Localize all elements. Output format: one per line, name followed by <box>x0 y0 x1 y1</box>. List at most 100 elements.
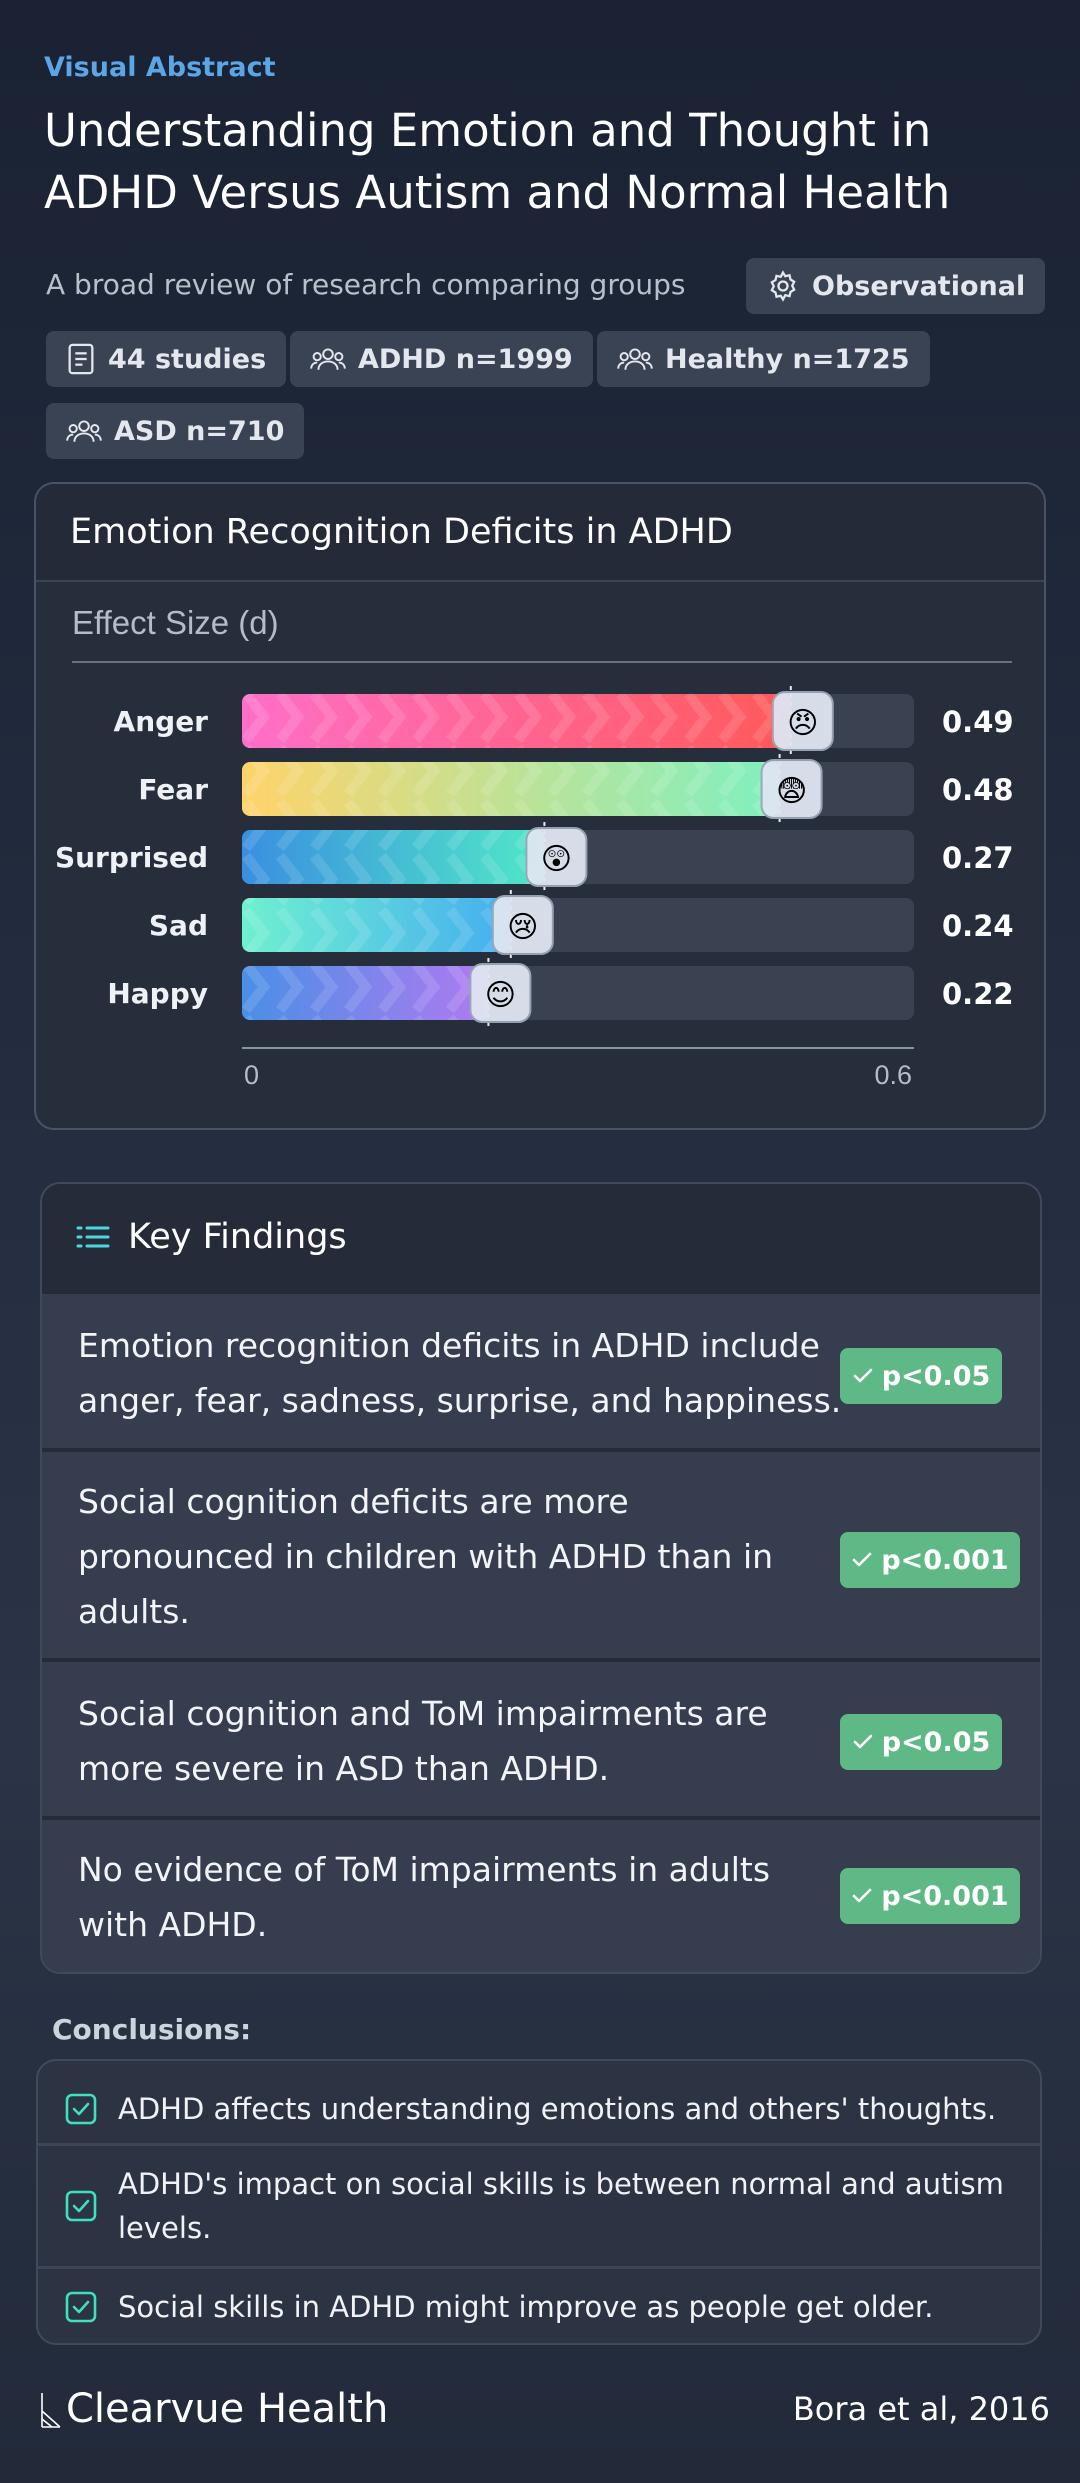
checkbox-checked-icon <box>65 2190 97 2222</box>
emotion-chart-card: Emotion Recognition Deficits in ADHD Eff… <box>34 482 1046 1130</box>
p-value-badge: p<0.001 <box>840 1532 1020 1588</box>
citation: Bora et al, 2016 <box>792 2390 1050 2428</box>
studies-chip: 44 studies <box>46 331 287 387</box>
check-icon <box>853 1888 872 1903</box>
gear-icon <box>770 270 796 302</box>
conclusion-line: Social skills in ADHD might improve as p… <box>118 2290 934 2324</box>
finding-line: No evidence of ToM impairments in adults <box>78 1850 771 1889</box>
study-design-label: Observational <box>812 270 1026 302</box>
finding-text: Social cognition and ToM impairments are… <box>78 1686 768 1796</box>
brand-mark-icon <box>41 2393 61 2428</box>
p-value-badge: p<0.05 <box>840 1348 1002 1404</box>
conclusion-item: Social skills in ADHD might improve as p… <box>38 2269 1040 2343</box>
finding-line: adults. <box>78 1592 190 1631</box>
chart-axis-title: Effect Size (d) <box>72 604 279 641</box>
category-label-anger: Anger <box>114 705 209 738</box>
finding-line: with ADHD. <box>78 1905 268 1944</box>
checkbox-checked-icon <box>65 2291 97 2323</box>
p-value-text: p<0.001 <box>881 1880 1009 1912</box>
emoji-happy: 😊 <box>485 978 516 1013</box>
emoji-marker <box>525 827 588 887</box>
people-icon <box>310 348 346 370</box>
conclusion-text: Social skills in ADHD might improve as p… <box>118 2285 933 2329</box>
key-findings-panel: Key Findings Emotion recognition deficit… <box>40 1182 1042 1974</box>
emoji-anger: 😠 <box>787 706 818 741</box>
adhd-sample-label: ADHD n=1999 <box>358 343 573 375</box>
chart-card-title: Emotion Recognition Deficits in ADHD <box>36 484 1044 582</box>
page-title-line-2: ADHD Versus Autism and Normal Health <box>44 166 951 219</box>
conclusions-label: Conclusions: <box>52 2013 252 2046</box>
p-value-text: p<0.001 <box>881 1544 1009 1576</box>
finding-line: pronounced in children with ADHD than in <box>78 1537 774 1576</box>
p-value-badge: p<0.001 <box>840 1868 1020 1924</box>
subtitle: A broad review of research comparing gro… <box>46 268 686 301</box>
finding-row: Social cognition deficits are more prono… <box>42 1448 1040 1658</box>
bar-texture <box>242 694 791 748</box>
emoji-fear: 😨 <box>776 774 807 809</box>
list-icon <box>76 1226 110 1248</box>
checkbox-checked-icon <box>65 2093 97 2125</box>
bar-texture <box>242 830 545 884</box>
value-label-fear: 0.48 <box>942 773 1014 807</box>
value-label-sad: 0.24 <box>942 909 1014 943</box>
p-value-text: p<0.05 <box>881 1726 991 1758</box>
document-icon <box>68 343 94 375</box>
divider <box>38 2266 1040 2269</box>
category-label-fear: Fear <box>138 773 208 806</box>
key-findings-header: Key Findings <box>42 1184 1040 1290</box>
people-icon <box>617 348 653 370</box>
people-icon <box>66 420 102 442</box>
value-label-surprised: 0.27 <box>942 841 1014 875</box>
divider <box>38 2143 1040 2146</box>
conclusion-line: levels. <box>118 2211 212 2245</box>
brand-name: Clearvue Health <box>66 2386 389 2432</box>
conclusion-line: ADHD's impact on social skills is betwee… <box>118 2167 1004 2201</box>
finding-line: Emotion recognition deficits in ADHD inc… <box>78 1326 820 1365</box>
study-design-chip: Observational <box>746 258 1046 314</box>
finding-line: Social cognition deficits are more <box>78 1482 629 1521</box>
finding-row: Social cognition and ToM impairments are… <box>42 1658 1040 1816</box>
adhd-sample-chip: ADHD n=1999 <box>290 331 593 387</box>
studies-label: 44 studies <box>108 343 267 375</box>
finding-text: No evidence of ToM impairments in adults… <box>78 1842 770 1952</box>
healthy-sample-chip: Healthy n=1725 <box>597 331 930 387</box>
emoji-surprised: 😲 <box>541 842 572 877</box>
finding-text: Social cognition deficits are more prono… <box>78 1474 773 1639</box>
brand-logo: Clearvue Health <box>40 2386 388 2432</box>
eyebrow-label: Visual Abstract <box>44 52 276 83</box>
key-findings-title: Key Findings <box>128 1217 347 1257</box>
category-label-sad: Sad <box>149 909 208 942</box>
bar-texture <box>242 762 780 816</box>
conclusion-item: ADHD affects understanding emotions and … <box>38 2071 1040 2147</box>
healthy-sample-label: Healthy n=1725 <box>665 343 910 375</box>
value-label-happy: 0.22 <box>942 977 1014 1011</box>
bar-texture <box>242 898 511 952</box>
conclusions-panel: ADHD affects understanding emotions and … <box>36 2059 1042 2345</box>
emoji-marker <box>771 691 834 751</box>
conclusion-item: ADHD's impact on social skills is betwee… <box>38 2146 1040 2266</box>
conclusion-text: ADHD affects understanding emotions and … <box>118 2087 996 2131</box>
finding-row: No evidence of ToM impairments in adults… <box>42 1816 1040 1972</box>
page-title: Understanding Emotion and Thought in ADH… <box>44 100 1044 224</box>
finding-text: Emotion recognition deficits in ADHD inc… <box>78 1318 841 1428</box>
finding-line: more severe in ASD than ADHD. <box>78 1749 610 1788</box>
value-label-anger: 0.49 <box>942 705 1014 739</box>
asd-sample-label: ASD n=710 <box>114 415 285 447</box>
emoji-marker <box>469 963 532 1023</box>
category-label-surprised: Surprised <box>55 841 208 874</box>
effect-size-bar-chart: Effect Size (d) Anger 😠 0.49 Fear 😨 0.48 Surpri… <box>55 604 1014 1090</box>
check-icon <box>853 1368 873 1383</box>
p-value-badge: p<0.05 <box>840 1714 1002 1770</box>
x-tick-label-0: 0 <box>244 1060 259 1090</box>
bar-texture <box>242 966 489 1020</box>
check-icon <box>853 1552 872 1567</box>
x-tick-label-max: 0.6 <box>874 1060 912 1090</box>
emoji-sad: 😢 <box>507 910 538 945</box>
p-value-text: p<0.05 <box>881 1360 991 1392</box>
finding-line: Social cognition and ToM impairments are <box>78 1694 768 1733</box>
category-label-happy: Happy <box>107 977 208 1010</box>
emoji-marker <box>760 759 823 819</box>
finding-row: Emotion recognition deficits in ADHD inc… <box>42 1290 1040 1448</box>
page-title-line-1: Understanding Emotion and Thought in <box>44 104 932 157</box>
emoji-marker <box>491 895 554 955</box>
